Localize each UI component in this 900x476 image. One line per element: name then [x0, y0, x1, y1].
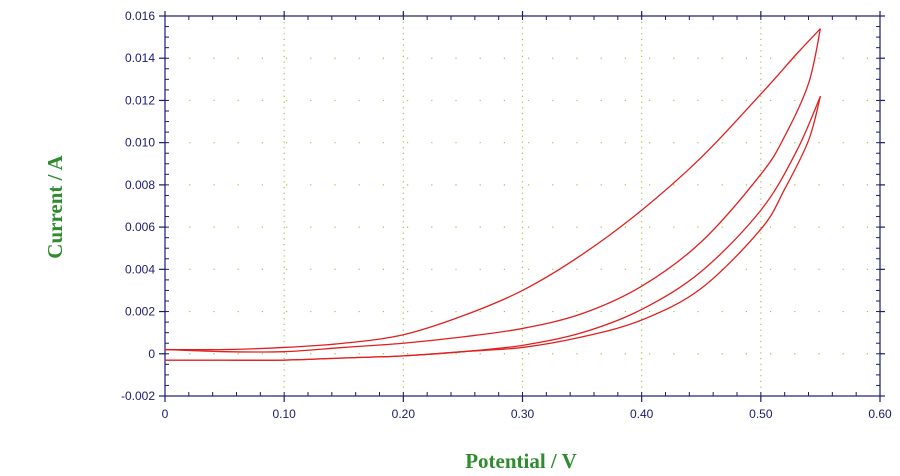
- x-tick-label-1: 0.10: [272, 407, 296, 421]
- x-tick-label-3: 0.30: [511, 407, 535, 421]
- ticks: [159, 11, 885, 402]
- cv-curve-segment-0: [164, 28, 821, 351]
- x-tick-label-0: 0: [162, 407, 169, 421]
- x-axis-title: Potential / V: [465, 449, 577, 473]
- x-tick-label-6: 0.60: [868, 407, 892, 421]
- y-tick-label-6: 0.010: [125, 136, 155, 150]
- y-tick-label-2: 0.002: [125, 305, 155, 319]
- y-tick-label-4: 0.006: [125, 220, 155, 234]
- x-tick-label-2: 0.20: [392, 407, 416, 421]
- cv-curve-segment-1: [164, 28, 822, 353]
- grid: [165, 16, 880, 396]
- y-axis-title: Current / A: [43, 154, 67, 258]
- y-tick-label-7: 0.012: [125, 93, 155, 107]
- y-tick-label-5: 0.008: [125, 178, 155, 192]
- curves: [164, 28, 822, 361]
- cv-curve-segment-3: [165, 96, 822, 361]
- y-tick-label-3: 0.004: [125, 262, 155, 276]
- tick-labels: 0 0.10 0.20 0.30 0.40 0.50 0.60 -0.002 0 0.002 0.0…: [121, 9, 892, 421]
- y-tick-label-1: 0: [148, 347, 155, 361]
- y-tick-label-0: -0.002: [121, 389, 155, 403]
- y-tick-label-8: 0.014: [125, 51, 155, 65]
- x-tick-label-4: 0.40: [630, 407, 654, 421]
- x-tick-label-5: 0.50: [749, 407, 773, 421]
- y-tick-label-9: 0.016: [125, 9, 155, 23]
